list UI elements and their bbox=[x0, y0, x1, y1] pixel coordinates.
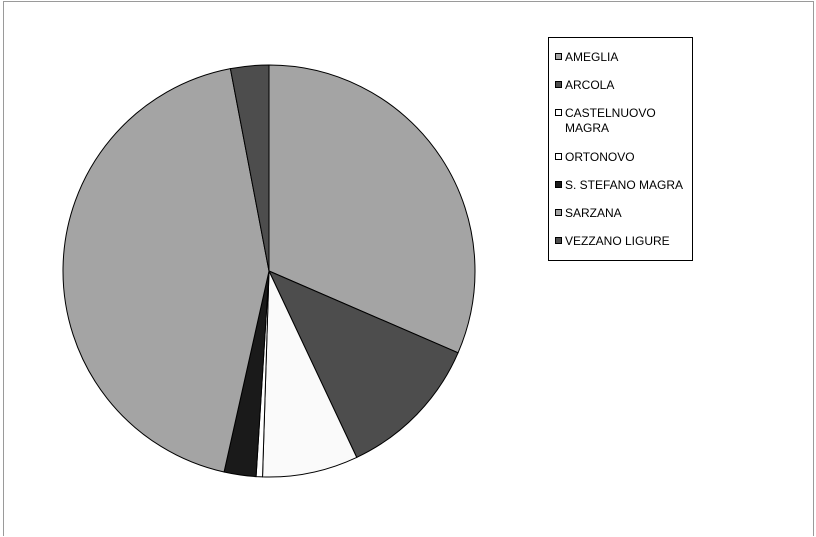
legend-swatch-ortonovo bbox=[555, 153, 562, 160]
legend: AMEGLIA ARCOLA CASTELNUOVO MAGRA ORTONOV… bbox=[548, 37, 693, 261]
legend-label-castelnuovo-magra: CASTELNUOVO MAGRA bbox=[565, 106, 656, 136]
legend-swatch-ameglia bbox=[555, 53, 562, 60]
legend-swatch-vezzano-ligure bbox=[555, 237, 562, 244]
legend-label-ortonovo: ORTONOVO bbox=[565, 150, 635, 165]
legend-swatch-castelnuovo-magra bbox=[555, 109, 562, 116]
legend-label-vezzano-ligure: VEZZANO LIGURE bbox=[565, 234, 670, 249]
legend-label-ameglia: AMEGLIA bbox=[565, 50, 618, 65]
legend-label-s-stefano-magra: S. STEFANO MAGRA bbox=[565, 178, 683, 193]
legend-swatch-s-stefano-magra bbox=[555, 181, 562, 188]
legend-label-arcola: ARCOLA bbox=[565, 78, 614, 93]
legend-swatch-arcola bbox=[555, 81, 562, 88]
legend-swatch-sarzana bbox=[555, 209, 562, 216]
legend-label-sarzana: SARZANA bbox=[565, 206, 622, 221]
